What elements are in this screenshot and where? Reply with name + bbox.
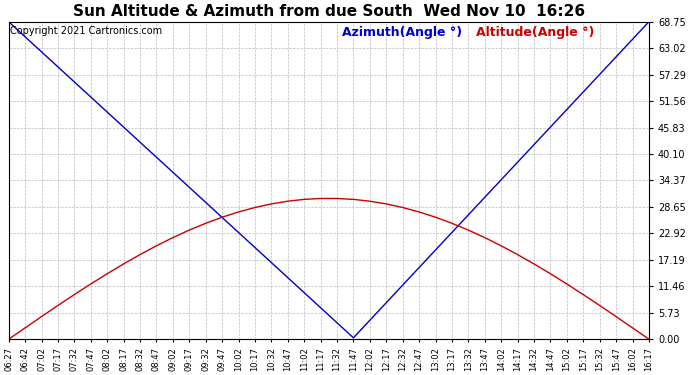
Text: Altitude(Angle °): Altitude(Angle °) bbox=[476, 27, 594, 39]
Text: Copyright 2021 Cartronics.com: Copyright 2021 Cartronics.com bbox=[10, 27, 162, 36]
Title: Sun Altitude & Azimuth from due South  Wed Nov 10  16:26: Sun Altitude & Azimuth from due South We… bbox=[72, 4, 585, 19]
Text: Azimuth(Angle °): Azimuth(Angle °) bbox=[342, 27, 462, 39]
